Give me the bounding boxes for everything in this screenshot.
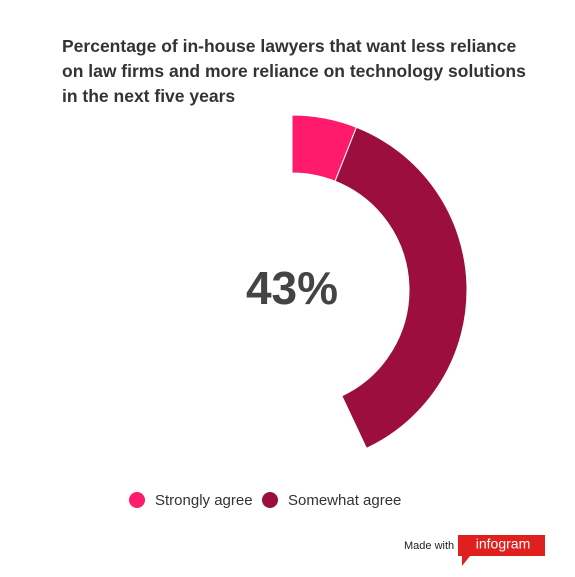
legend-label: Strongly agree <box>155 492 253 509</box>
made-with: Made with <box>404 540 454 552</box>
brand: infogram <box>476 536 530 552</box>
legend-label: Somewhat agree <box>288 492 401 509</box>
legend-swatch <box>262 492 278 508</box>
brand-badge <box>458 535 545 566</box>
center-label: 43% <box>246 262 338 314</box>
donut-segment <box>334 126 468 450</box>
chart-title: Percentage of in-house lawyers that want… <box>62 36 526 106</box>
legend-swatch <box>129 492 145 508</box>
